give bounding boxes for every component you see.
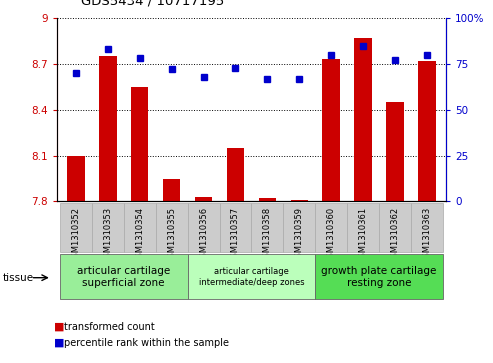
Text: ■: ■ bbox=[54, 338, 65, 348]
Text: GSM1310362: GSM1310362 bbox=[390, 207, 400, 263]
Text: articular cartilage
intermediate/deep zones: articular cartilage intermediate/deep zo… bbox=[199, 267, 304, 287]
Bar bbox=[322, 60, 340, 201]
Bar bbox=[411, 203, 443, 252]
Bar bbox=[219, 203, 251, 252]
Text: transformed count: transformed count bbox=[64, 322, 155, 332]
Text: GSM1310363: GSM1310363 bbox=[423, 207, 431, 264]
Bar bbox=[418, 61, 436, 201]
Bar bbox=[259, 199, 276, 201]
Text: GSM1310353: GSM1310353 bbox=[103, 207, 112, 263]
Bar bbox=[131, 87, 148, 201]
Bar bbox=[60, 203, 92, 252]
Bar bbox=[387, 102, 404, 201]
Bar bbox=[156, 203, 187, 252]
Bar bbox=[316, 203, 347, 252]
Bar bbox=[163, 179, 180, 201]
Bar bbox=[347, 203, 379, 252]
Text: growth plate cartilage
resting zone: growth plate cartilage resting zone bbox=[321, 266, 437, 288]
Text: GDS5434 / 10717195: GDS5434 / 10717195 bbox=[81, 0, 225, 7]
Bar bbox=[354, 38, 372, 201]
Bar bbox=[251, 203, 283, 252]
Text: percentile rank within the sample: percentile rank within the sample bbox=[64, 338, 229, 348]
Text: GSM1310352: GSM1310352 bbox=[71, 207, 80, 263]
Text: GSM1310361: GSM1310361 bbox=[359, 207, 368, 263]
Text: GSM1310360: GSM1310360 bbox=[327, 207, 336, 263]
Text: tissue: tissue bbox=[2, 273, 34, 283]
Bar bbox=[60, 254, 187, 299]
Bar bbox=[67, 156, 85, 201]
Text: GSM1310356: GSM1310356 bbox=[199, 207, 208, 263]
Bar bbox=[290, 200, 308, 201]
Bar bbox=[379, 203, 411, 252]
Text: ■: ■ bbox=[54, 322, 65, 332]
Bar bbox=[187, 254, 316, 299]
Text: GSM1310354: GSM1310354 bbox=[135, 207, 144, 263]
Bar bbox=[283, 203, 316, 252]
Text: GSM1310357: GSM1310357 bbox=[231, 207, 240, 263]
Text: GSM1310355: GSM1310355 bbox=[167, 207, 176, 263]
Bar bbox=[99, 56, 116, 201]
Text: GSM1310359: GSM1310359 bbox=[295, 207, 304, 263]
Bar bbox=[316, 254, 443, 299]
Bar bbox=[92, 203, 124, 252]
Text: GSM1310358: GSM1310358 bbox=[263, 207, 272, 263]
Bar bbox=[227, 148, 244, 201]
Bar bbox=[187, 203, 219, 252]
Bar bbox=[124, 203, 156, 252]
Text: articular cartilage
superficial zone: articular cartilage superficial zone bbox=[77, 266, 171, 288]
Bar bbox=[195, 197, 212, 201]
